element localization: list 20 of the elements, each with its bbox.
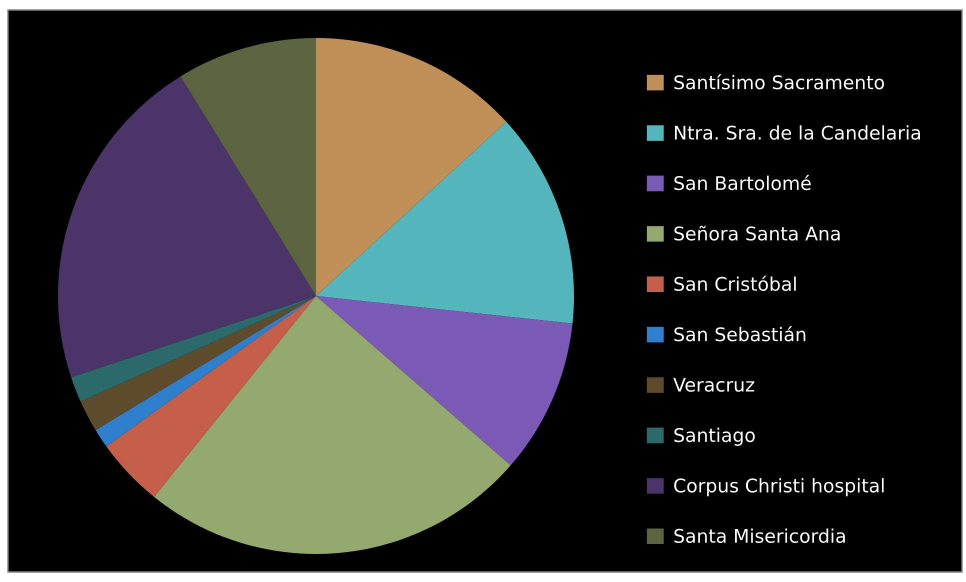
legend-label: Santa Misericordia: [674, 528, 845, 543]
legend-label: Santiago: [674, 428, 755, 446]
legend-label: San Sebastián: [674, 326, 806, 342]
legend-label: San Bartolomé: [674, 174, 811, 190]
legend-label: Corpus Christi hospital: [674, 478, 884, 496]
pie-slice: [316, 38, 506, 296]
legend-label: San Cristóbal: [674, 276, 796, 291]
pie-slice: [154, 296, 511, 554]
pie-slice: [316, 122, 574, 324]
pie-slice: [71, 296, 316, 402]
legend-label: Señora Santa Ana: [674, 226, 840, 241]
pie-slice: [96, 296, 316, 446]
pie-slice: [106, 296, 316, 497]
pie-slice: [316, 296, 573, 466]
pie-slice: [180, 38, 316, 296]
pie-slice: [80, 296, 316, 430]
legend-label: Santísimo Sacramento: [674, 74, 884, 90]
legend-label: Veracruz: [673, 378, 754, 392]
legend-label: Ntra. Sra. de la Candelaria: [674, 125, 920, 140]
pie-slice: [58, 76, 316, 378]
